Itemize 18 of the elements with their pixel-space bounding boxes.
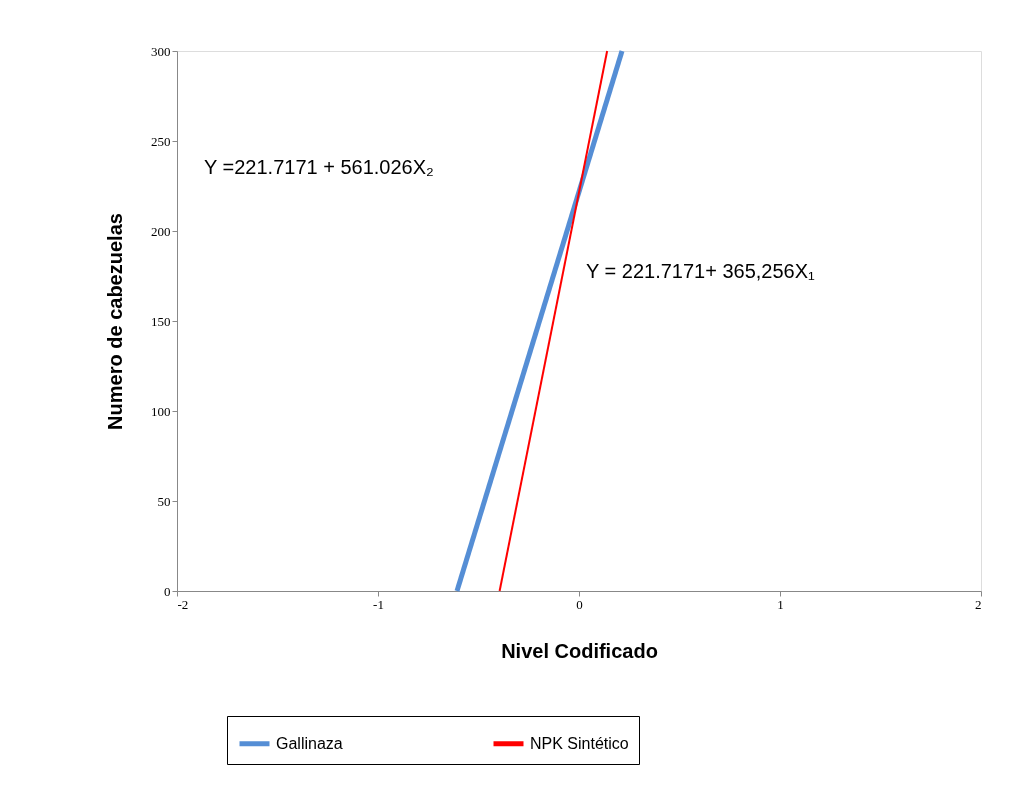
legend-label: Gallinaza	[276, 734, 343, 752]
x-tick-label: -2	[177, 596, 189, 612]
y-tick-label: 100	[151, 403, 171, 419]
y-tick-label: 150	[151, 313, 171, 329]
y-tick-label: 300	[151, 43, 171, 59]
x-tick-label: 2	[975, 596, 982, 612]
annotation: Y = 221.7171+ 365,256X₁	[586, 260, 816, 282]
y-tick-label: 0	[164, 583, 171, 599]
y-tick-label: 200	[151, 223, 171, 239]
legend-label: NPK Sintético	[530, 734, 629, 752]
y-axis-title: Numero de cabezuelas	[104, 213, 126, 430]
x-tick-label: -1	[373, 596, 384, 612]
x-tick-label: 0	[576, 596, 583, 612]
y-tick-label: 50	[157, 493, 171, 509]
x-tick-label: 1	[777, 596, 784, 612]
x-axis-title: Nivel Codificado	[501, 639, 658, 662]
annotation: Y =221.7171 + 561.026X₂	[204, 156, 434, 178]
y-tick-label: 250	[151, 133, 171, 149]
